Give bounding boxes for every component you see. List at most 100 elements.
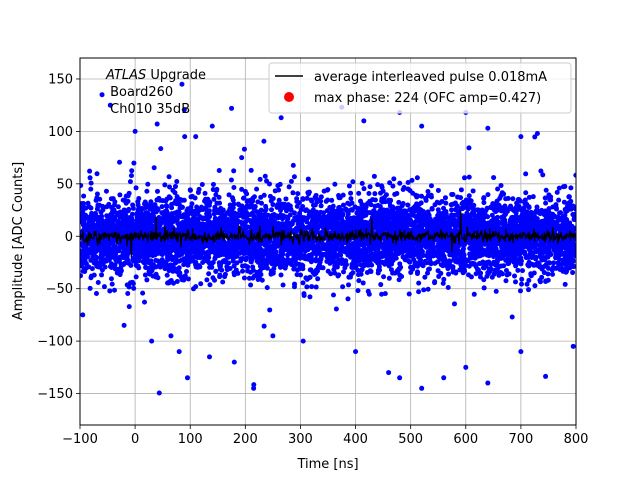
scatter-point [524,281,530,287]
scatter-point [89,210,95,216]
scatter-point [469,247,475,253]
scatter-point [247,269,253,275]
scatter-point [530,194,536,200]
scatter-point [248,167,254,173]
scatter-point [513,279,519,285]
scatter-point [381,274,387,280]
scatter-point [346,274,352,280]
scatter-point [98,249,104,255]
scatter-point [344,249,350,255]
scatter-point [156,262,162,268]
scatter-point [568,185,574,191]
scatter-point [164,250,170,256]
scatter-point [220,258,226,264]
scatter-point [394,210,400,216]
scatter-point [220,212,226,218]
scatter-point [462,175,468,181]
scatter-point [144,277,150,283]
scatter-point [265,212,271,218]
scatter-point [416,210,422,216]
scatter-point [210,181,216,187]
scatter-point [242,248,248,254]
scatter-point [294,272,300,278]
scatter-point [170,187,176,193]
scatter-point [181,197,187,203]
scatter-point [292,281,298,287]
scatter-point [503,268,509,274]
scatter-point [477,274,483,280]
scatter-point [89,266,95,272]
scatter-point [441,276,447,282]
scatter-point [148,199,154,205]
scatter-point [445,285,451,290]
scatter-point [355,267,361,273]
scatter-point [138,213,144,219]
scatter-point [533,256,539,262]
scatter-point [573,206,576,212]
scatter-point [543,187,549,193]
scatter-point [376,219,382,225]
scatter-point [217,215,223,221]
scatter-point [365,223,371,229]
scatter-point [193,284,199,290]
scatter-point [390,213,396,219]
scatter-point [81,193,87,199]
scatter-point [313,258,319,264]
scatter-point [550,271,556,277]
scatter-point [250,210,256,216]
scatter-point [246,275,252,281]
scatter-point [556,197,562,203]
scatter-point [409,177,415,183]
scatter-point [170,280,176,286]
scatter-point [306,209,312,215]
scatter-point [202,190,208,196]
scatter-point [371,173,377,179]
scatter-point [106,241,112,247]
scatter-point [451,301,457,307]
scatter-point [442,247,448,253]
scatter-point [491,271,497,277]
scatter-point [443,200,449,206]
scatter-point [213,188,219,194]
scatter-point [129,168,135,174]
scatter-point [128,173,134,179]
scatter-point [428,218,434,224]
scatter-point [264,257,270,263]
scatter-point [291,174,297,180]
scatter-point [540,172,546,178]
scatter-point [219,267,225,273]
scatter-point [359,180,365,186]
scatter-point [148,252,154,258]
scatter-point [509,206,515,212]
scatter-point [300,196,306,202]
scatter-point [128,262,134,268]
scatter-point [570,270,576,276]
scatter-point [501,263,507,269]
scatter-point [133,274,139,280]
scatter-point [276,187,282,193]
scatter-point [512,273,517,279]
scatter-point [310,202,316,208]
scatter-point [240,268,246,274]
scatter-point [442,195,448,201]
scatter-point [174,216,180,222]
scatter-point [328,271,334,277]
scatter-point [222,274,228,280]
scatter-point [213,269,219,275]
scatter-point [318,209,324,215]
scatter-point [348,196,354,202]
scatter-point [86,220,92,225]
scatter-point [515,204,521,210]
scatter-point [278,272,284,278]
scatter-point [172,183,178,189]
scatter-point [166,174,172,180]
scatter-point [397,207,403,213]
scatter-point [88,186,94,192]
scatter-point [411,257,417,263]
scatter-point [493,246,499,252]
scatter-point [110,208,116,214]
scatter-point [435,187,441,193]
scatter-point [503,196,509,202]
scatter-point [80,263,85,269]
scatter-point [551,260,557,266]
